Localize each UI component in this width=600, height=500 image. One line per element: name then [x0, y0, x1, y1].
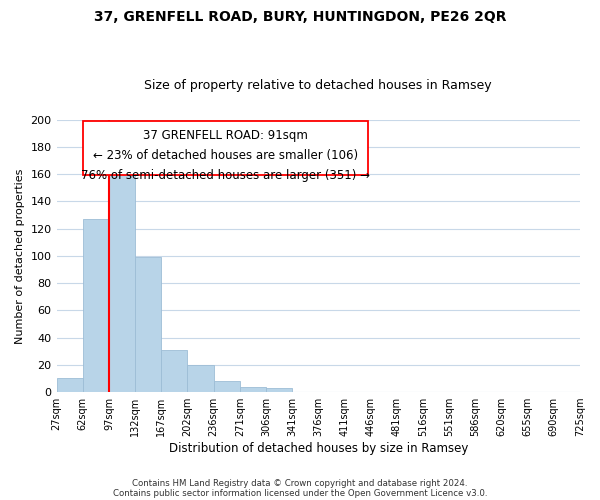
Y-axis label: Number of detached properties: Number of detached properties [15, 168, 25, 344]
Bar [109, 174, 135, 392]
Bar [240, 386, 266, 392]
Text: Contains HM Land Registry data © Crown copyright and database right 2024.: Contains HM Land Registry data © Crown c… [132, 478, 468, 488]
FancyBboxPatch shape [83, 121, 368, 176]
Bar [161, 350, 187, 392]
Text: 76% of semi-detached houses are larger (351) →: 76% of semi-detached houses are larger (… [81, 170, 370, 182]
Text: 37, GRENFELL ROAD, BURY, HUNTINGDON, PE26 2QR: 37, GRENFELL ROAD, BURY, HUNTINGDON, PE2… [94, 10, 506, 24]
Text: Contains public sector information licensed under the Open Government Licence v3: Contains public sector information licen… [113, 488, 487, 498]
Text: 37 GRENFELL ROAD: 91sqm: 37 GRENFELL ROAD: 91sqm [143, 128, 308, 141]
X-axis label: Distribution of detached houses by size in Ramsey: Distribution of detached houses by size … [169, 442, 468, 455]
Title: Size of property relative to detached houses in Ramsey: Size of property relative to detached ho… [145, 79, 492, 92]
Bar [187, 365, 214, 392]
Bar [266, 388, 292, 392]
Bar [83, 219, 109, 392]
Bar [56, 378, 83, 392]
Text: ← 23% of detached houses are smaller (106): ← 23% of detached houses are smaller (10… [93, 149, 358, 162]
Bar [214, 381, 240, 392]
Bar [135, 257, 161, 392]
